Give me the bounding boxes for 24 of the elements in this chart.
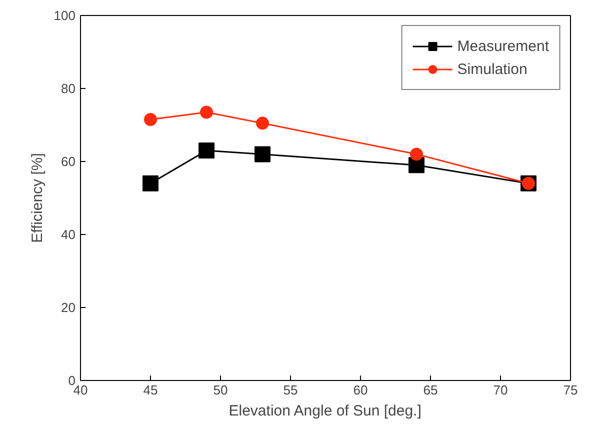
legend-label: Measurement <box>457 38 549 54</box>
y-tick-label: 100 <box>54 8 76 23</box>
point <box>198 142 214 159</box>
y-tick-label: 0 <box>68 373 76 388</box>
point <box>142 175 158 192</box>
y-tick-label: 20 <box>61 300 76 315</box>
x-tick-label: 50 <box>213 382 228 398</box>
x-tick-label: 55 <box>283 382 298 398</box>
y-tick-label: 40 <box>61 227 76 242</box>
y-axis-title: Efficiency [%] <box>28 153 46 243</box>
x-tick-label: 75 <box>563 382 578 398</box>
y-tick-label: 60 <box>61 154 76 169</box>
point <box>254 146 270 162</box>
point <box>256 116 269 130</box>
point <box>410 148 423 161</box>
x-axis-title: Elevation Angle of Sun [deg.] <box>228 402 422 420</box>
x-tick-label: 60 <box>353 382 368 398</box>
x-tick-label: 45 <box>143 382 158 398</box>
legend-label: Simulation <box>457 60 528 78</box>
x-tick-label: 70 <box>493 382 508 398</box>
point <box>144 113 157 126</box>
point <box>200 106 213 119</box>
x-tick-label: 65 <box>423 382 438 398</box>
y-tick-label: 80 <box>61 81 76 96</box>
